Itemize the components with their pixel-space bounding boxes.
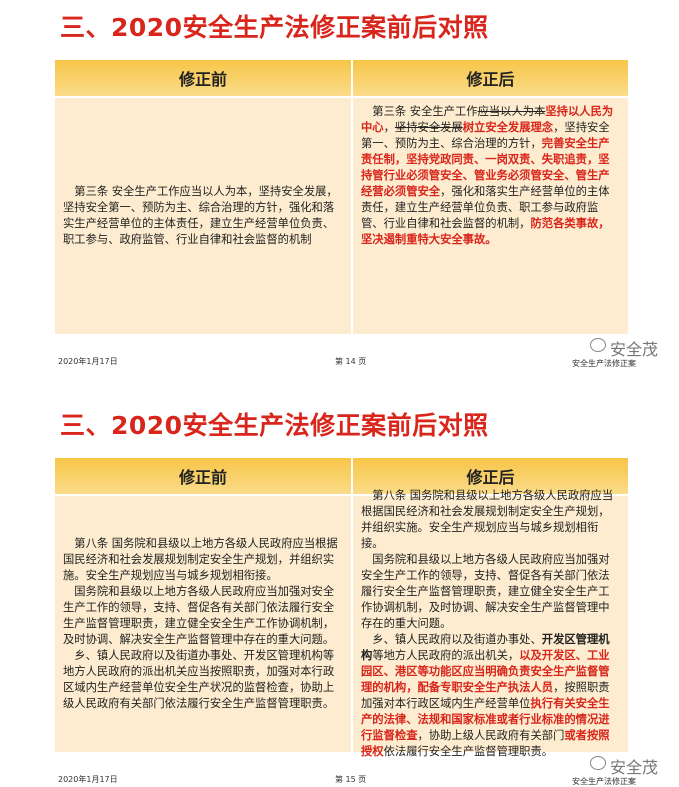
paragraph: 第三条 安全生产工作应当以人为本，坚持安全发展，坚持安全第一、预防为主、综合治理… — [63, 184, 343, 248]
text-segment: 以及开发区、工业园区、港区等功能区应当明确负责安全生产监督管理的机构，配备专职安… — [361, 649, 610, 694]
text-segment: 完善安全生产责任制，坚持党政同责、一岗双责、失职追责，坚持管行业必须管安全、管业… — [361, 137, 610, 198]
text-segment: 开发区管理机构 — [361, 633, 610, 662]
paragraph: 乡、镇人民政府以及街道办事处、开发区管理机构等地方人民政府的派出机关应当按照职责… — [63, 648, 343, 712]
text-segment: ，强化和落实生产经营单位的主体责任，建立生产经营单位负责、职工参与政府监管、行业… — [361, 185, 610, 230]
table-cell: 第八条 国务院和县级以上地方各级人民政府应当根据国民经济和社会发展规划制定安全生… — [55, 496, 351, 752]
text-segment: ，按照职责加强对本行政区域内生产经营单位 — [361, 681, 610, 710]
text-segment: 依法履行安全生产监督管理职责。 — [383, 745, 554, 758]
footer-date: 2020年1月17日 — [58, 775, 118, 784]
footer-date: 2020年1月17日 — [58, 357, 118, 366]
slide-title: 三、2020安全生产法修正案前后对照 — [60, 13, 489, 42]
text-segment: 或者按照授权 — [361, 729, 610, 758]
text-segment: 乡、镇人民政府以及街道办事处、开发区管理机构等地方人民政府的派出机关应当按照职责… — [63, 649, 335, 710]
table-cell: 第三条 安全生产工作应当以人为本坚持以人民为中心，坚持安全发展树立安全发展理念，… — [353, 98, 628, 334]
text-segment: ， — [383, 121, 395, 134]
paragraph: 第八条 国务院和县级以上地方各级人民政府应当根据国民经济和社会发展规划制定安全生… — [361, 488, 620, 552]
table-header: 修正前 — [55, 458, 351, 494]
watermark-icon — [590, 338, 606, 352]
text-segment: 第三条 安全生产工作应当以人为本，坚持安全发展，坚持安全第一、预防为主、综合治理… — [63, 185, 338, 246]
text-segment: 防范各类事故，坚决遏制重特大安全事故。 — [361, 217, 610, 246]
text-segment: 第三条 安全生产工作 — [372, 105, 478, 118]
footer-brand: 安全生产法修正案 — [572, 359, 636, 368]
table-header: 修正后 — [353, 458, 628, 494]
watermark: 安全茂 — [610, 758, 659, 777]
paragraph: 国务院和县级以上地方各级人民政府应当加强对安全生产工作的领导，支持、督促各有关部… — [361, 552, 620, 632]
watermark: 安全茂 — [610, 340, 659, 359]
text-segment: 第八条 国务院和县级以上地方各级人民政府应当根据国民经济和社会发展规划制定安全生… — [63, 537, 338, 582]
slide: 三、2020安全生产法修正案前后对照 修正前 修正后 第八条 国务院和县级以上地方各级… — [0, 398, 679, 786]
footer-page: 第 14 页 — [335, 357, 367, 366]
table-header: 修正后 — [353, 60, 628, 96]
text-segment: 乡、镇人民政府以及街道办事处、 — [372, 633, 542, 646]
table-cell: 第三条 安全生产工作应当以人为本，坚持安全发展，坚持安全第一、预防为主、综合治理… — [55, 98, 351, 334]
text-segment: ，协助上级人民政府有关部门 — [417, 729, 565, 742]
text-segment: 第八条 国务院和县级以上地方各级人民政府应当根据国民经济和社会发展规划制定安全生… — [361, 489, 614, 550]
text-segment: ，坚持安全第一、预防为主、综合治理的方针， — [361, 121, 610, 150]
text-segment: 坚持以人民为中心 — [361, 105, 614, 134]
text-segment: 等地方人民政府的派出机关， — [372, 649, 520, 662]
paragraph: 乡、镇人民政府以及街道办事处、开发区管理机构等地方人民政府的派出机关，以及开发区… — [361, 632, 620, 760]
footer-page: 第 15 页 — [335, 775, 367, 784]
text-segment: 国务院和县级以上地方各级人民政府应当加强对安全生产工作的领导，支持、督促各有关部… — [63, 585, 335, 646]
watermark-icon — [590, 756, 606, 770]
text-segment: 坚持安全发展 — [394, 121, 463, 134]
text-segment: 树立安全发展理念 — [462, 121, 554, 134]
table-cell: 第八条 国务院和县级以上地方各级人民政府应当根据国民经济和社会发展规划制定安全生… — [353, 489, 628, 758]
text-segment: 执行有关安全生产的法律、法规和国家标准或者行业标准的情况进行监督检查 — [361, 697, 610, 742]
text-segment: 国务院和县级以上地方各级人民政府应当加强对安全生产工作的领导，支持、督促各有关部… — [361, 553, 610, 630]
paragraph: 第三条 安全生产工作应当以人为本坚持以人民为中心，坚持安全发展树立安全发展理念，… — [361, 104, 620, 248]
slide-title: 三、2020安全生产法修正案前后对照 — [60, 411, 489, 440]
text-segment: 应当以人为本 — [477, 105, 546, 118]
table-header: 修正前 — [55, 60, 351, 96]
paragraph: 国务院和县级以上地方各级人民政府应当加强对安全生产工作的领导，支持、督促各有关部… — [63, 584, 343, 648]
paragraph: 第八条 国务院和县级以上地方各级人民政府应当根据国民经济和社会发展规划制定安全生… — [63, 536, 343, 584]
slide: 三、2020安全生产法修正案前后对照修正前 修正后第三条 安全生产工作应当以人为本… — [0, 0, 679, 380]
